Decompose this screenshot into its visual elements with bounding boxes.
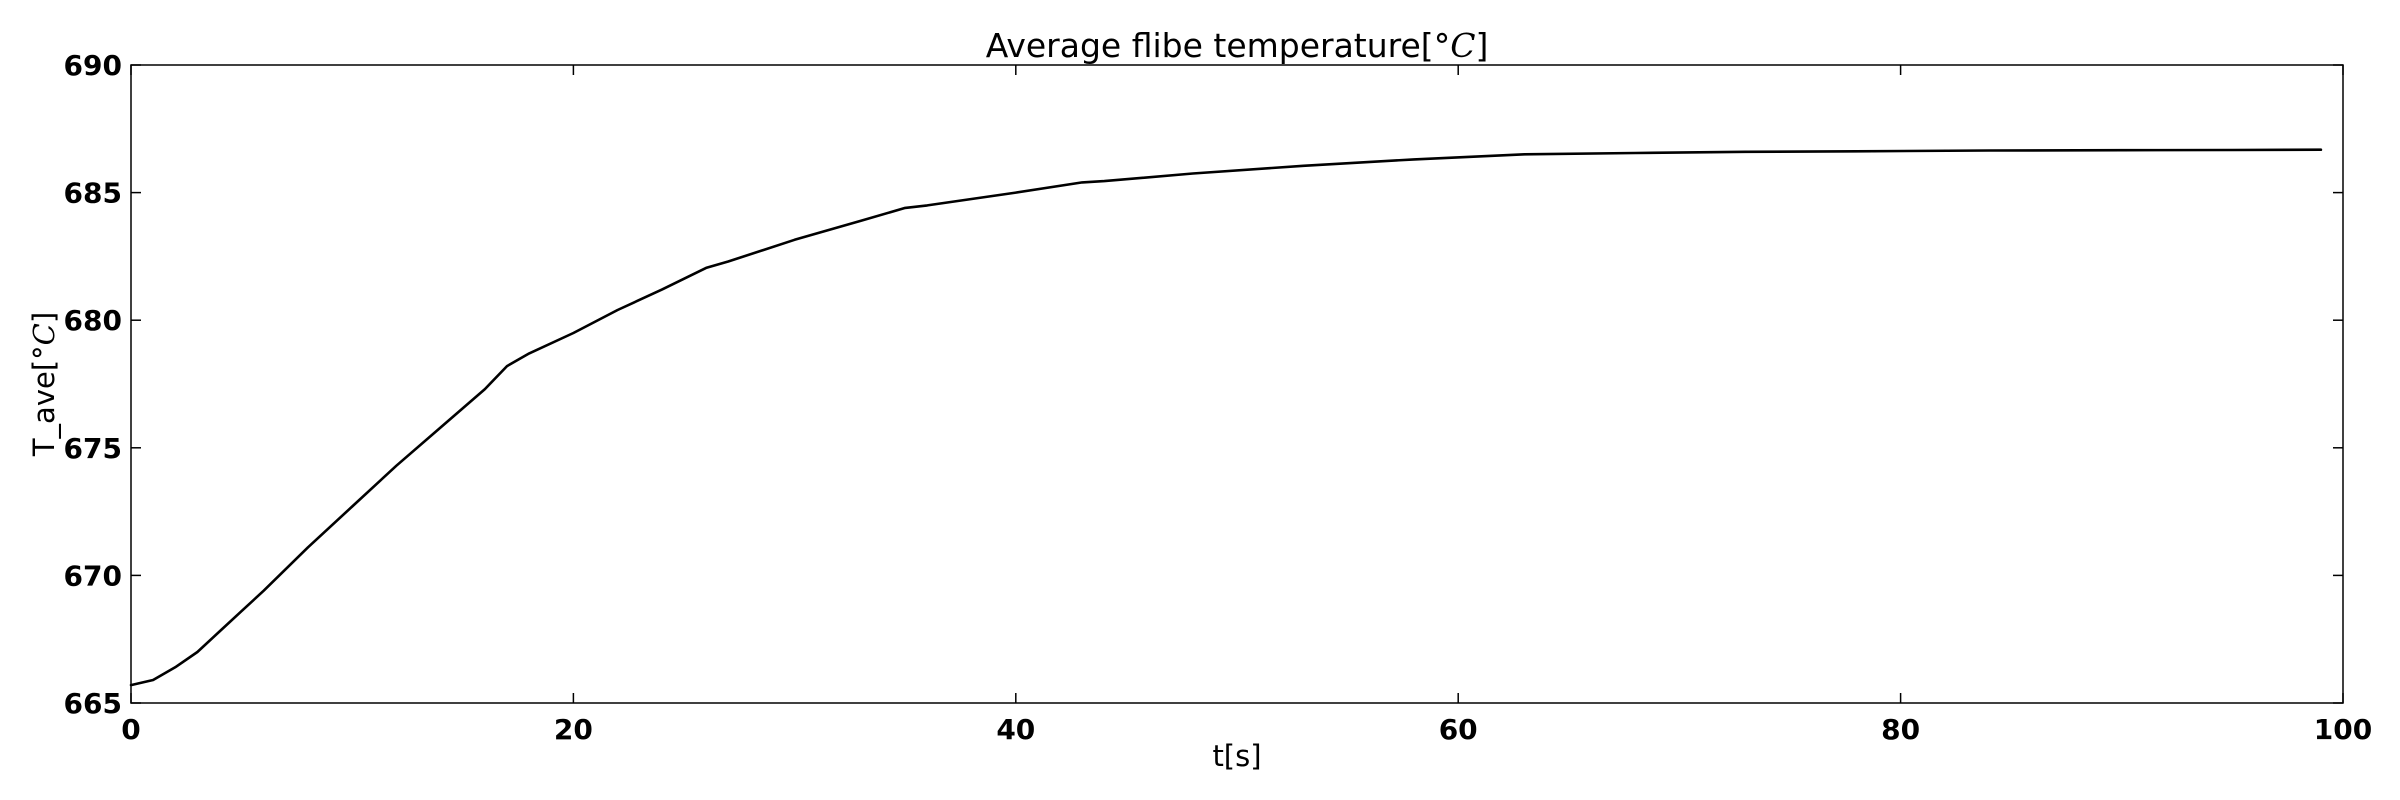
x-tick-label: 80 [1881, 713, 1920, 746]
plot-area-frame [130, 64, 2344, 704]
series-layer [129, 148, 2323, 687]
axis-ticks: 0 20 40 60 80 100 665 670 675 680 685 690 [64, 49, 2373, 746]
y-tick-label: 680 [64, 304, 122, 337]
x-tick-label: 40 [996, 713, 1035, 746]
y-tick-label: 665 [64, 687, 122, 720]
chart-title: Average flibe temperature[°C] [986, 26, 1489, 65]
x-axis-label: t[s] [1212, 739, 1261, 773]
y-axis-label: T_ave[°C] [27, 312, 61, 457]
y-tick-label: 670 [64, 559, 122, 592]
x-tick-label: 20 [554, 713, 593, 746]
y-tick-label: 685 [64, 177, 122, 210]
x-tick-label: 60 [1439, 713, 1478, 746]
y-tick-label: 675 [64, 432, 122, 465]
y-tick-label: 690 [64, 49, 122, 82]
x-tick-label: 100 [2314, 713, 2372, 746]
x-tick-label: 0 [121, 713, 140, 746]
series-line [129, 148, 2323, 687]
